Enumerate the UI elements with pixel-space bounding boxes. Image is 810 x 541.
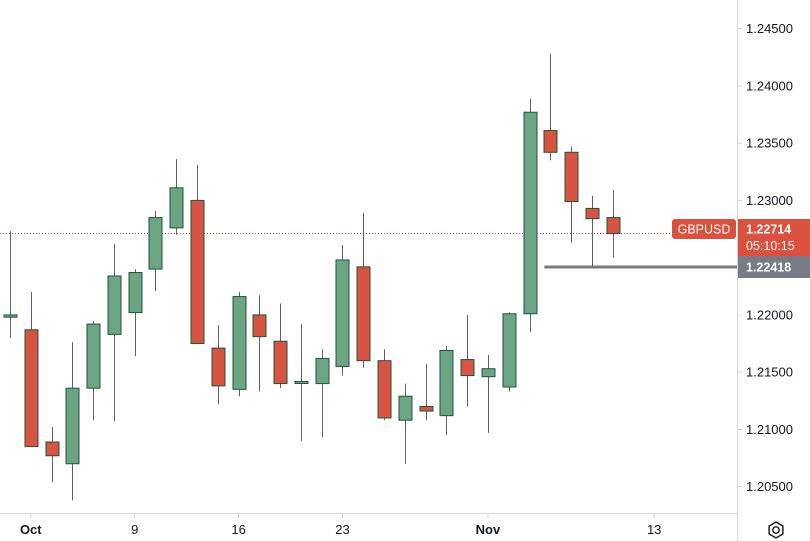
candle-body — [128, 272, 143, 314]
candle — [273, 303, 288, 389]
candle-body — [398, 395, 413, 421]
candle — [606, 190, 621, 258]
candle-body — [273, 340, 288, 385]
candle — [419, 364, 434, 421]
chart-settings-gear-icon[interactable] — [768, 521, 784, 539]
time-tick-label: 13 — [647, 522, 661, 537]
price-tick-label: 1.24500 — [746, 21, 793, 36]
symbol-badge: GBPUSD — [672, 219, 736, 239]
candle-body — [315, 357, 330, 385]
candle-body — [335, 259, 350, 367]
candle — [86, 320, 101, 421]
candle-body — [232, 296, 247, 390]
candle-body — [377, 360, 392, 419]
candle — [439, 345, 454, 436]
candle-body — [148, 217, 163, 270]
candle-body — [585, 207, 600, 220]
time-scale[interactable]: Oct 9 16 23 Nov 13 — [20, 513, 661, 537]
candle-body — [190, 199, 205, 345]
price-tick-label: 1.23500 — [746, 136, 793, 151]
price-tick-label: 1.20500 — [746, 479, 793, 494]
candle — [65, 342, 80, 501]
time-tick-label: Oct — [20, 522, 42, 537]
candle — [543, 53, 558, 161]
level-price-label: 1.22418 — [746, 261, 791, 275]
candle-body — [606, 217, 621, 235]
price-tick-label: 1.21500 — [746, 365, 793, 380]
candle — [335, 245, 350, 376]
time-tick-label: 23 — [335, 522, 349, 537]
candle-body — [3, 314, 18, 318]
candle-body — [24, 329, 39, 448]
price-tick-label: 1.23000 — [746, 193, 793, 208]
time-tick-label: 9 — [131, 522, 138, 537]
candle — [211, 325, 226, 405]
candle — [148, 210, 163, 291]
candles — [3, 53, 621, 501]
candle — [128, 269, 143, 357]
candle-body — [481, 368, 496, 378]
candle-body — [502, 313, 517, 388]
price-tick-label: 1.24000 — [746, 78, 793, 93]
price-tick-label: 1.22000 — [746, 307, 793, 322]
candle-body — [86, 323, 101, 389]
last-price-label: 1.22714 — [746, 223, 791, 237]
candle — [45, 427, 60, 483]
candle — [523, 98, 538, 333]
time-tick-label: Nov — [476, 522, 501, 537]
candle — [294, 324, 309, 441]
candle-body — [294, 380, 309, 384]
candle — [190, 164, 205, 345]
candle-body — [169, 187, 184, 229]
candle — [356, 212, 371, 368]
candle — [232, 291, 247, 397]
candle-body — [211, 347, 226, 387]
candle-body — [439, 349, 454, 417]
candle — [24, 291, 39, 448]
candle-body — [460, 359, 475, 377]
level-price-badge: 1.22418 — [738, 256, 810, 278]
last-price-badge: 1.22714 05:10:15 — [738, 219, 810, 257]
candle-body — [65, 387, 80, 465]
candle — [398, 383, 413, 464]
candle-body — [523, 111, 538, 315]
time-tick-label: 16 — [231, 522, 245, 537]
candle-body — [543, 130, 558, 153]
candle-body — [356, 266, 371, 362]
candle — [169, 159, 184, 235]
candle — [481, 354, 496, 433]
candle — [107, 243, 122, 422]
candle — [315, 349, 330, 438]
countdown-label: 05:10:15 — [746, 239, 795, 253]
candle-body — [419, 406, 434, 412]
candle — [564, 146, 579, 243]
candle-body — [252, 314, 267, 338]
price-tick-label: 1.21000 — [746, 422, 793, 437]
candle — [3, 231, 18, 338]
candle — [252, 295, 267, 392]
candle-body — [45, 441, 60, 457]
symbol-label: GBPUSD — [678, 223, 731, 237]
candle-body — [107, 275, 122, 335]
candle — [502, 312, 517, 392]
candle — [377, 349, 392, 421]
candle — [585, 195, 600, 267]
candle — [460, 314, 475, 407]
candle-body — [564, 151, 579, 203]
